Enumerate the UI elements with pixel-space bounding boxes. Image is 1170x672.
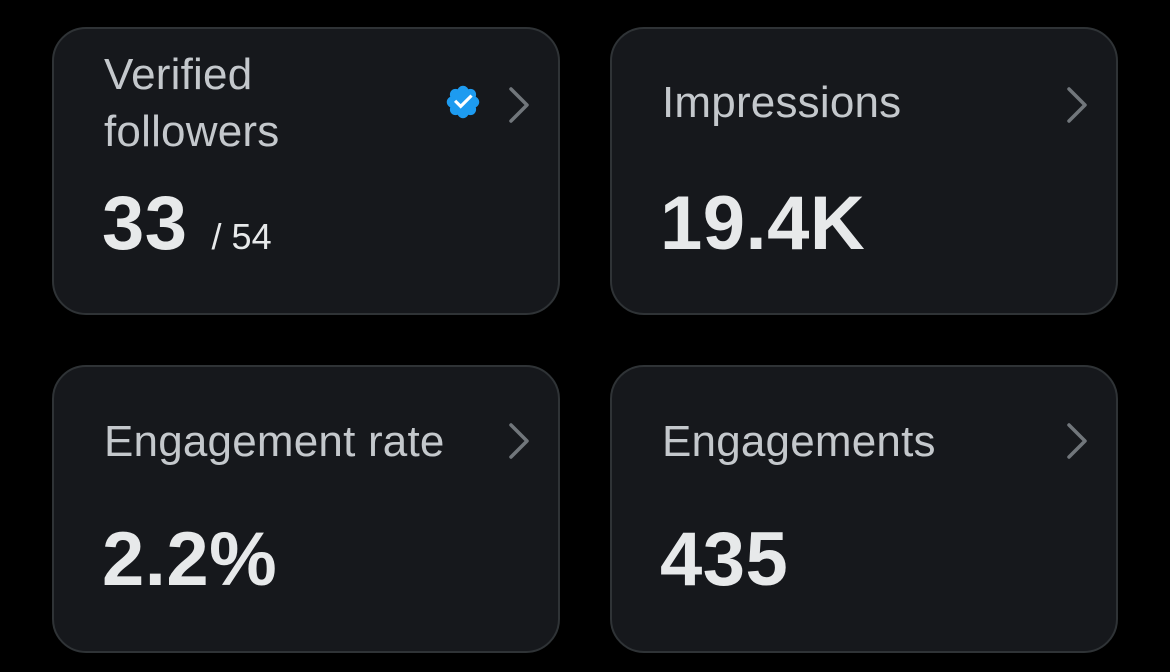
card-value: 435 (660, 517, 789, 602)
engagement-rate-card[interactable]: Engagement rate 2.2% (52, 365, 560, 653)
card-label: Engagements (662, 417, 936, 466)
chevron-right-icon[interactable] (1064, 85, 1090, 125)
verified-badge-icon (446, 85, 480, 119)
card-value: 33 / 54 (102, 179, 272, 282)
chevron-right-icon[interactable] (506, 85, 532, 125)
card-label: Impressions (662, 78, 902, 127)
engagements-card[interactable]: Engagements 435 (610, 365, 1118, 653)
chevron-right-icon[interactable] (506, 421, 532, 461)
card-label: Verified followers (104, 50, 280, 156)
card-label: Engagement rate (104, 417, 445, 466)
value-primary: 33 (102, 181, 188, 266)
card-value: 19.4K (660, 181, 866, 266)
chevron-right-icon[interactable] (1064, 421, 1090, 461)
impressions-card[interactable]: Impressions 19.4K (610, 27, 1118, 315)
card-value: 2.2% (102, 517, 278, 602)
verified-followers-card[interactable]: Verified followers 33 / 54 (52, 27, 560, 315)
value-secondary: / 54 (211, 216, 272, 257)
